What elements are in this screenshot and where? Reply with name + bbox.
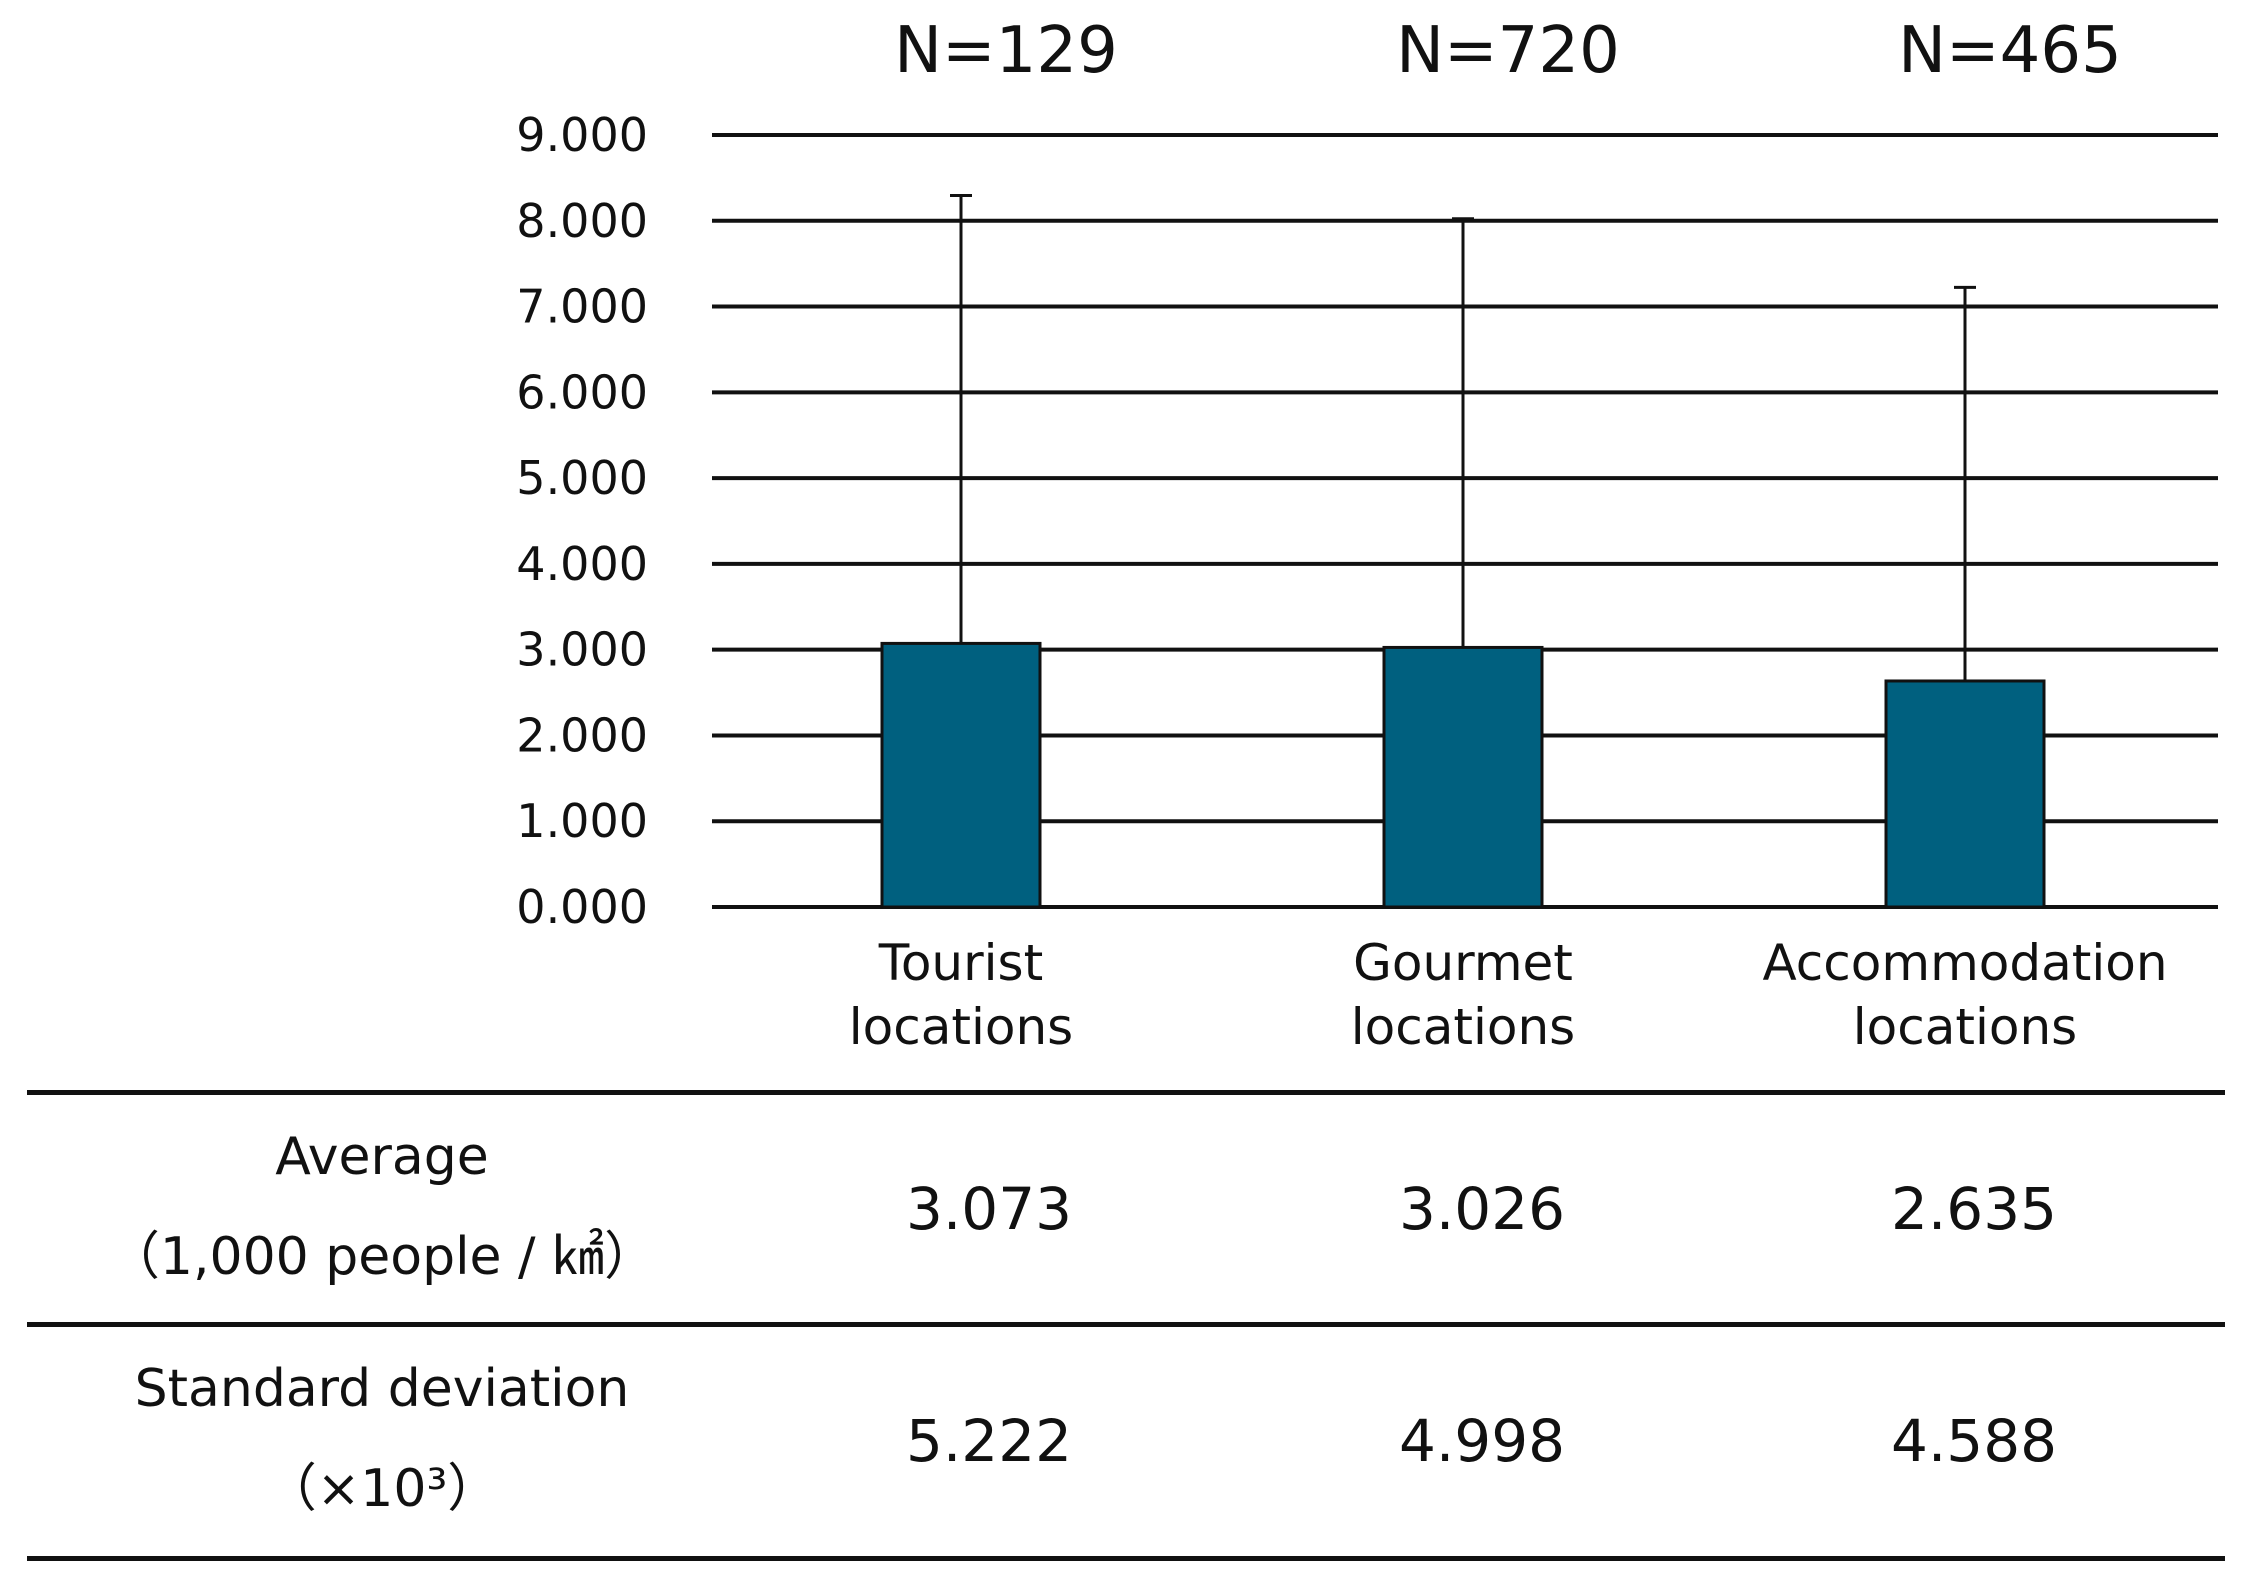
table-cell: 5.222 <box>905 1407 1073 1475</box>
row-header-line: Standard deviation <box>134 1359 630 1419</box>
x-tick-label: locations <box>1853 998 2077 1056</box>
y-tick-label: 8.000 <box>516 194 648 248</box>
row-header-std: Standard deviation （×10³） <box>27 1339 737 1539</box>
y-tick-label: 4.000 <box>516 537 648 591</box>
sample-size-label: N=465 <box>1898 14 2122 88</box>
x-tick-label: locations <box>849 998 1073 1056</box>
sample-size-label: N=720 <box>1396 14 1620 88</box>
table-cell: 2.635 <box>1890 1175 2058 1243</box>
y-tick-label: 6.000 <box>516 365 648 419</box>
y-tick-label: 2.000 <box>516 708 648 762</box>
x-tick-label: Accommodation <box>1762 934 2167 992</box>
bar <box>1382 645 1544 909</box>
y-tick-label: 9.000 <box>516 108 648 162</box>
sample-size-label: N=129 <box>894 14 1118 88</box>
table-cell: 3.073 <box>905 1175 1073 1243</box>
bar <box>880 641 1042 909</box>
table-row-std: Standard deviation （×10³） 5.222 4.998 4.… <box>27 1327 2225 1555</box>
row-header-unit: （×10³） <box>264 1459 500 1519</box>
row-header-line: Average <box>275 1127 489 1187</box>
table-cell: 4.588 <box>1890 1407 2058 1475</box>
table-top-rule <box>27 1090 2225 1095</box>
bar-chart: 0.000 1.000 2.000 3.000 4.000 5.000 6.000 7.000… <box>516 14 2218 1056</box>
x-tick-label: locations <box>1351 998 1575 1056</box>
table-bottom-rule <box>27 1556 2225 1561</box>
table-middle-rule <box>27 1322 2225 1327</box>
row-header-average: Average （1,000 people / ㎢） <box>27 1107 737 1307</box>
y-tick-label: 1.000 <box>516 794 648 848</box>
table-cell: 4.998 <box>1398 1407 1566 1475</box>
x-tick-label: Gourmet <box>1353 934 1573 992</box>
y-tick-label: 0.000 <box>516 880 648 934</box>
row-header-unit: （1,000 people / ㎢） <box>107 1227 657 1287</box>
table-cell: 3.026 <box>1398 1175 1566 1243</box>
bar <box>1884 679 2046 909</box>
y-tick-label: 3.000 <box>516 623 648 677</box>
y-tick-label: 5.000 <box>516 451 648 505</box>
y-tick-label: 7.000 <box>516 280 648 334</box>
x-tick-label: Tourist <box>878 934 1043 992</box>
table-row-average: Average （1,000 people / ㎢） 3.073 3.026 2… <box>27 1095 2225 1320</box>
